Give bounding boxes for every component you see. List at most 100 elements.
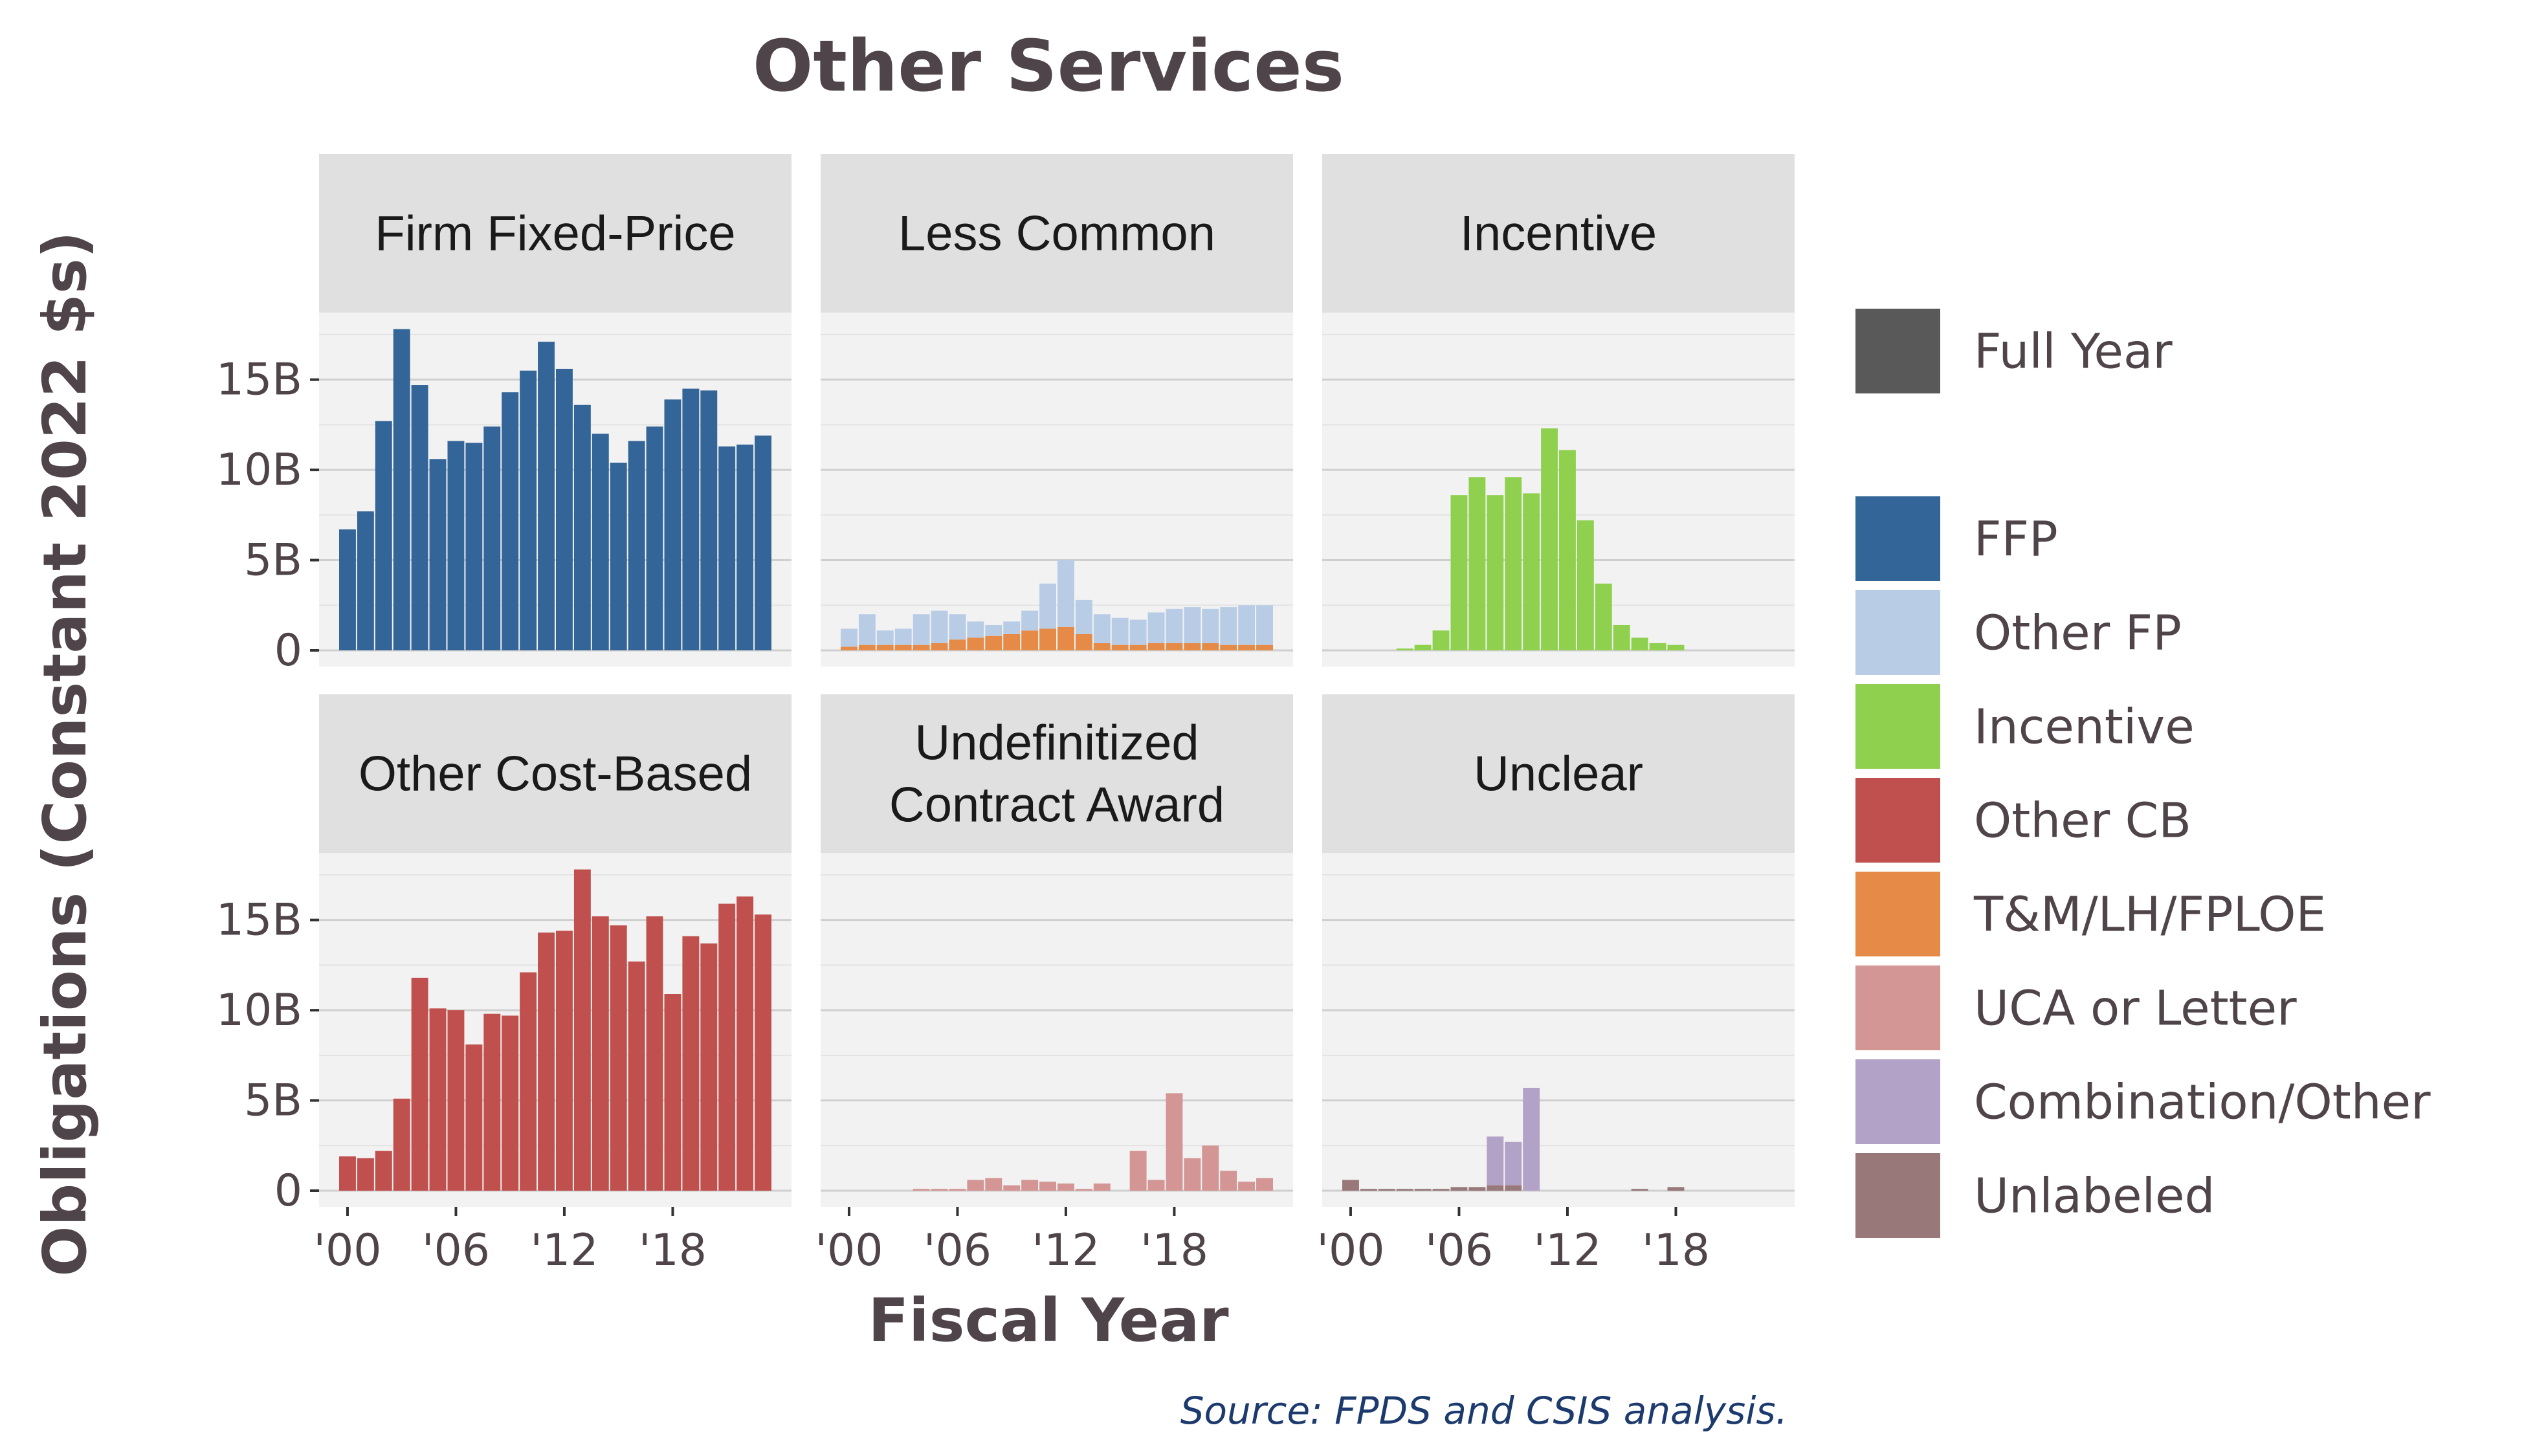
bar-uca-or-letter-2018 bbox=[1166, 1093, 1183, 1191]
facet-title: Unclear bbox=[1474, 747, 1643, 802]
bar-t-m-lh-fploe-2023 bbox=[1256, 645, 1273, 650]
bar-incentive-2004 bbox=[1414, 645, 1432, 650]
bar-incentive-2016 bbox=[1631, 637, 1648, 650]
bar-incentive-2007 bbox=[1468, 477, 1486, 650]
bar-ffp-2019 bbox=[682, 388, 700, 650]
bar-uca-or-letter-2009 bbox=[1003, 1185, 1021, 1191]
bar-ffp-2020 bbox=[700, 390, 718, 650]
bar-incentive-2011 bbox=[1541, 428, 1558, 650]
legend-key bbox=[1853, 588, 1943, 678]
facet-title: Undefinitized bbox=[914, 716, 1199, 771]
bar-other-cb-2009 bbox=[502, 1015, 519, 1191]
bar-unlabeled-2003 bbox=[1396, 1189, 1413, 1191]
bar-other-cb-2021 bbox=[718, 903, 736, 1191]
bar-incentive-2012 bbox=[1559, 450, 1576, 650]
bar-ffp-2018 bbox=[664, 399, 681, 650]
bar-other-fp-2005 bbox=[931, 610, 948, 643]
bar-other-cb-2011 bbox=[538, 932, 555, 1191]
bar-ffp-2006 bbox=[447, 441, 465, 650]
legend-label: UCA or Letter bbox=[1974, 981, 2297, 1037]
bar-other-cb-2006 bbox=[447, 1010, 465, 1191]
facet-strip bbox=[821, 694, 1293, 853]
legend-label: Full Year bbox=[1974, 324, 2173, 380]
bar-incentive-2003 bbox=[1396, 648, 1413, 650]
bar-t-m-lh-fploe-2011 bbox=[1039, 628, 1056, 650]
bar-ffp-2011 bbox=[538, 342, 555, 650]
bar-t-m-lh-fploe-2015 bbox=[1111, 645, 1129, 650]
bar-t-m-lh-fploe-2020 bbox=[1202, 643, 1219, 650]
bar-other-fp-2001 bbox=[858, 614, 876, 645]
facet-title: Contract Award bbox=[889, 778, 1224, 833]
bar-other-fp-2021 bbox=[1220, 607, 1237, 645]
bar-other-fp-2002 bbox=[876, 630, 894, 645]
y-tick-label: 0 bbox=[274, 1165, 302, 1217]
bar-ffp-2008 bbox=[483, 426, 501, 650]
bar-other-fp-2003 bbox=[894, 628, 912, 645]
bar-other-cb-2005 bbox=[429, 1008, 447, 1191]
bar-uca-or-letter-2010 bbox=[1021, 1180, 1039, 1191]
bar-other-fp-2013 bbox=[1075, 599, 1092, 634]
bar-uca-or-letter-2023 bbox=[1256, 1178, 1273, 1191]
bar-other-cb-2004 bbox=[411, 977, 428, 1191]
legend-label: Other FP bbox=[1974, 606, 2182, 661]
facet-title: Incentive bbox=[1460, 206, 1657, 261]
bar-t-m-lh-fploe-2001 bbox=[858, 645, 876, 650]
bar-combination-other-2010 bbox=[1523, 1088, 1540, 1191]
bar-other-fp-2015 bbox=[1111, 617, 1129, 645]
bar-other-fp-2012 bbox=[1057, 560, 1074, 627]
bar-other-fp-2018 bbox=[1166, 608, 1183, 643]
bar-incentive-2008 bbox=[1487, 495, 1504, 650]
facet-strip bbox=[319, 154, 792, 313]
y-tick-label: 5B bbox=[244, 535, 302, 586]
bar-unlabeled-2001 bbox=[1360, 1189, 1377, 1191]
bar-incentive-2018 bbox=[1667, 645, 1685, 650]
bar-other-fp-2022 bbox=[1238, 605, 1256, 645]
legend-label: Incentive bbox=[1974, 700, 2195, 755]
legend-key bbox=[1853, 869, 1943, 959]
legend-label: Combination/Other bbox=[1974, 1075, 2431, 1131]
facet-strip bbox=[1322, 154, 1795, 313]
bar-unlabeled-2004 bbox=[1414, 1189, 1432, 1191]
bar-t-m-lh-fploe-2000 bbox=[841, 646, 858, 650]
bar-incentive-2013 bbox=[1577, 520, 1594, 650]
bar-t-m-lh-fploe-2016 bbox=[1129, 645, 1147, 650]
x-tick-label: '00 bbox=[313, 1225, 381, 1276]
bar-uca-or-letter-2006 bbox=[949, 1189, 966, 1191]
legend-item-unlabeled: Unlabeled bbox=[1853, 1151, 2215, 1241]
bar-uca-or-letter-2013 bbox=[1075, 1189, 1092, 1191]
x-tick-label: '06 bbox=[924, 1225, 991, 1276]
facet-firm-fixed-price: Firm Fixed-Price 0 5B 10B 15B bbox=[216, 154, 792, 676]
bar-other-fp-2000 bbox=[841, 628, 858, 647]
facet-strip bbox=[821, 154, 1293, 313]
bar-other-cb-2019 bbox=[682, 936, 700, 1191]
legend-key bbox=[1853, 775, 1943, 865]
bar-other-fp-2017 bbox=[1147, 612, 1165, 643]
legend-item-combination-other: Combination/Other bbox=[1853, 1057, 2431, 1147]
facet-undefinitized-contract-award: Undefinitized Contract Award '00 '06 '12 '18 bbox=[815, 694, 1293, 1276]
bar-t-m-lh-fploe-2006 bbox=[949, 639, 966, 650]
bar-other-fp-2023 bbox=[1256, 605, 1273, 645]
x-tick-label: '06 bbox=[1425, 1225, 1493, 1276]
bar-uca-or-letter-2012 bbox=[1057, 1183, 1074, 1191]
y-tick-label: 10B bbox=[216, 445, 302, 496]
facet-title: Less Common bbox=[898, 206, 1215, 261]
legend-item-t-m-lh-fploe: T&M/LH/FPLOE bbox=[1853, 869, 2326, 959]
facet-other-cost-based: Other Cost-Based 0 5B 10B 15B '00 '06 '12 '18 bbox=[216, 694, 792, 1276]
bar-other-fp-2016 bbox=[1129, 619, 1147, 645]
x-tick-label: '12 bbox=[1032, 1225, 1100, 1276]
bar-unlabeled-2006 bbox=[1450, 1187, 1468, 1191]
bar-other-fp-2007 bbox=[967, 621, 984, 638]
bar-uca-or-letter-2016 bbox=[1129, 1151, 1147, 1191]
bar-other-fp-2011 bbox=[1039, 583, 1056, 629]
bar-other-cb-2016 bbox=[628, 961, 645, 1191]
bar-other-cb-2007 bbox=[465, 1044, 483, 1191]
bar-uca-or-letter-2007 bbox=[967, 1180, 984, 1191]
bar-t-m-lh-fploe-2013 bbox=[1075, 634, 1092, 650]
x-tick-label: '00 bbox=[1316, 1225, 1384, 1276]
bar-ffp-2022 bbox=[736, 445, 754, 650]
bar-incentive-2010 bbox=[1523, 493, 1540, 650]
bar-t-m-lh-fploe-2018 bbox=[1166, 643, 1183, 650]
bar-other-cb-2015 bbox=[610, 925, 627, 1191]
facet-title: Firm Fixed-Price bbox=[375, 206, 735, 261]
